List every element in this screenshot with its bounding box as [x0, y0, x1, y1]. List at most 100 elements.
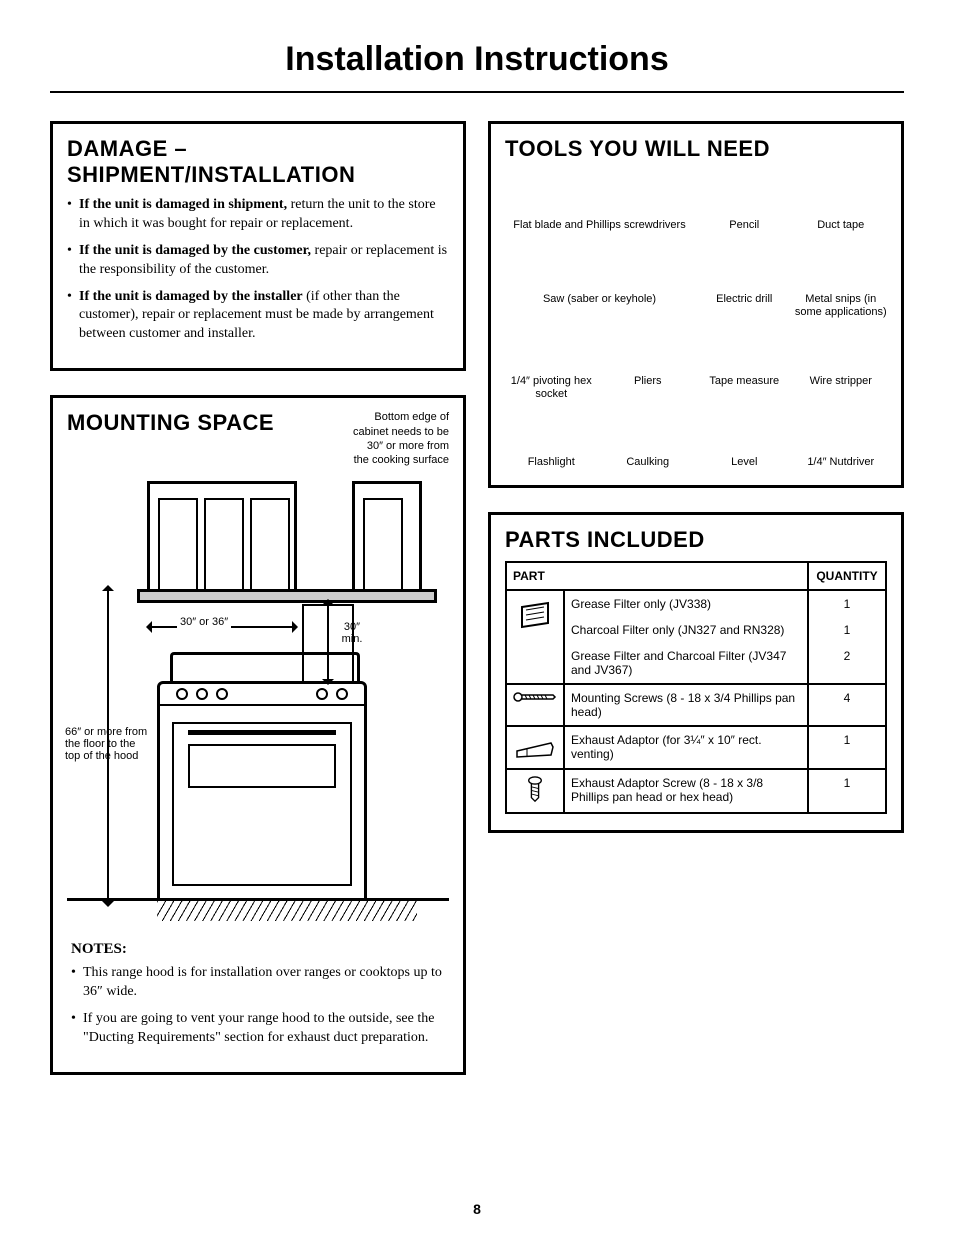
part-icon-cell — [506, 590, 564, 684]
range — [157, 681, 367, 901]
damage-list: If the unit is damaged in shipment, retu… — [67, 196, 449, 344]
tool-flashlight: Flashlight — [505, 407, 598, 469]
part-qty: 1 — [808, 590, 886, 617]
part-icon-cell — [506, 769, 564, 813]
tool-label: Electric drill — [716, 293, 772, 306]
tool-label: Tape measure — [709, 375, 779, 388]
tool-nutdriver: 1/4″ Nutdriver — [795, 407, 888, 469]
height-label: 66″ or more from the floor to the top of… — [65, 726, 151, 762]
tool-label: Caulking — [626, 456, 669, 469]
range-back — [170, 652, 360, 684]
knob — [316, 688, 328, 700]
damage-item: If the unit is damaged in shipment, retu… — [71, 196, 449, 234]
part-qty: 2 — [808, 643, 886, 684]
adaptor-icon — [513, 733, 557, 759]
tools-title: TOOLS YOU WILL NEED — [505, 136, 887, 162]
floor-hatch — [157, 901, 417, 921]
tool-tapemeasure: Tape measure — [698, 326, 791, 401]
adaptor-screw-icon — [526, 776, 544, 803]
cabinet-left — [147, 481, 297, 591]
damage-bold: If the unit is damaged by the customer, — [79, 243, 311, 258]
oven-window — [188, 744, 336, 788]
tool-label: Pencil — [729, 219, 759, 232]
oven-door — [172, 722, 352, 886]
part-desc: Mounting Screws (8 - 18 x 3/4 Phillips p… — [564, 684, 808, 726]
part-desc: Exhaust Adaptor Screw (8 - 18 x 3/8 Phil… — [564, 769, 808, 813]
tool-wirestripper: Wire stripper — [795, 326, 888, 401]
part-desc: Exhaust Adaptor (for 3¼″ x 10″ rect. ven… — [564, 726, 808, 769]
damage-item: If the unit is damaged by the customer, … — [71, 242, 449, 280]
tool-label: Duct tape — [817, 219, 864, 232]
screw-icon — [513, 691, 557, 703]
part-qty: 4 — [808, 684, 886, 726]
parts-title: PARTS INCLUDED — [505, 527, 887, 553]
knob — [216, 688, 228, 700]
mounting-title: MOUNTING SPACE — [67, 410, 274, 436]
tool-hexsocket: 1/4″ pivoting hex socket — [505, 326, 598, 401]
tools-box: TOOLS YOU WILL NEED Flat blade and Phill… — [488, 121, 904, 488]
table-row: Grease Filter only (JV338) 1 — [506, 590, 886, 617]
tool-label: Level — [731, 456, 757, 469]
cabinet-door — [158, 498, 198, 593]
tool-label: Flashlight — [528, 456, 575, 469]
table-row: Exhaust Adaptor (for 3¼″ x 10″ rect. ven… — [506, 726, 886, 769]
damage-bold: If the unit is damaged in shipment, — [79, 197, 287, 212]
parts-header-row: PART QUANTITY — [506, 562, 886, 590]
damage-title: DAMAGE – SHIPMENT/INSTALLATION — [67, 136, 449, 188]
note-item: If you are going to vent your range hood… — [75, 1010, 449, 1048]
note-item: This range hood is for installation over… — [75, 964, 449, 1002]
tool-screwdrivers: Flat blade and Phillips screwdrivers — [505, 170, 694, 232]
width-label: 30″ or 36″ — [177, 616, 231, 628]
parts-table: PART QUANTITY Grease Filter only (JV338)… — [505, 561, 887, 814]
tool-pencil: Pencil — [698, 170, 791, 232]
part-qty: 1 — [808, 617, 886, 643]
parts-header-qty: QUANTITY — [808, 562, 886, 590]
tool-label: 1/4″ Nutdriver — [807, 456, 874, 469]
mounting-desc: Bottom edge of cabinet needs to be 30″ o… — [349, 410, 449, 467]
range-top — [160, 684, 364, 706]
part-desc: Grease Filter and Charcoal Filter (JV347… — [564, 643, 808, 684]
mounting-box: MOUNTING SPACE Bottom edge of cabinet ne… — [50, 395, 466, 1075]
tool-snips: Metal snips (in some applications) — [795, 238, 888, 319]
part-icon-cell — [506, 684, 564, 726]
oven-handle — [188, 730, 336, 735]
knob — [176, 688, 188, 700]
part-qty: 1 — [808, 726, 886, 769]
tool-label: Saw (saber or keyhole) — [543, 293, 656, 306]
cabinet-door — [250, 498, 290, 593]
page-title: Installation Instructions — [50, 40, 904, 93]
tool-caulking: Caulking — [602, 407, 695, 469]
mounting-diagram: 30″ or 36″ 30″ min. — [67, 471, 449, 931]
part-icon-cell — [506, 726, 564, 769]
damage-box: DAMAGE – SHIPMENT/INSTALLATION If the un… — [50, 121, 466, 371]
part-desc: Grease Filter only (JV338) — [564, 590, 808, 617]
filter-icon — [518, 601, 552, 629]
tool-level: Level — [698, 407, 791, 469]
damage-bold: If the unit is damaged by the installer — [79, 289, 303, 304]
parts-box: PARTS INCLUDED PART QUANTITY Grease Filt… — [488, 512, 904, 833]
tool-label: 1/4″ pivoting hex socket — [505, 375, 598, 401]
tool-saw: Saw (saber or keyhole) — [505, 238, 694, 319]
cabinet-shelf — [137, 589, 437, 603]
damage-item: If the unit is damaged by the installer … — [71, 288, 449, 345]
tool-ducttape: Duct tape — [795, 170, 888, 232]
table-row: Exhaust Adaptor Screw (8 - 18 x 3/8 Phil… — [506, 769, 886, 813]
tool-label: Flat blade and Phillips screwdrivers — [513, 219, 685, 232]
knob — [336, 688, 348, 700]
part-desc: Charcoal Filter only (JN327 and RN328) — [564, 617, 808, 643]
cabinet-right — [352, 481, 422, 591]
cabinet-door — [363, 498, 403, 593]
notes-title: NOTES: — [71, 941, 449, 958]
knob — [196, 688, 208, 700]
page-number: 8 — [0, 1201, 954, 1217]
notes-list: This range hood is for installation over… — [67, 964, 449, 1048]
cabinet-door — [204, 498, 244, 593]
part-qty: 1 — [808, 769, 886, 813]
tool-drill: Electric drill — [698, 238, 791, 319]
tool-label: Pliers — [634, 375, 662, 388]
table-row: Mounting Screws (8 - 18 x 3/4 Phillips p… — [506, 684, 886, 726]
tool-pliers: Pliers — [602, 326, 695, 401]
parts-header-part: PART — [506, 562, 808, 590]
tool-label: Wire stripper — [810, 375, 872, 388]
tool-label: Metal snips (in some applications) — [795, 293, 888, 319]
